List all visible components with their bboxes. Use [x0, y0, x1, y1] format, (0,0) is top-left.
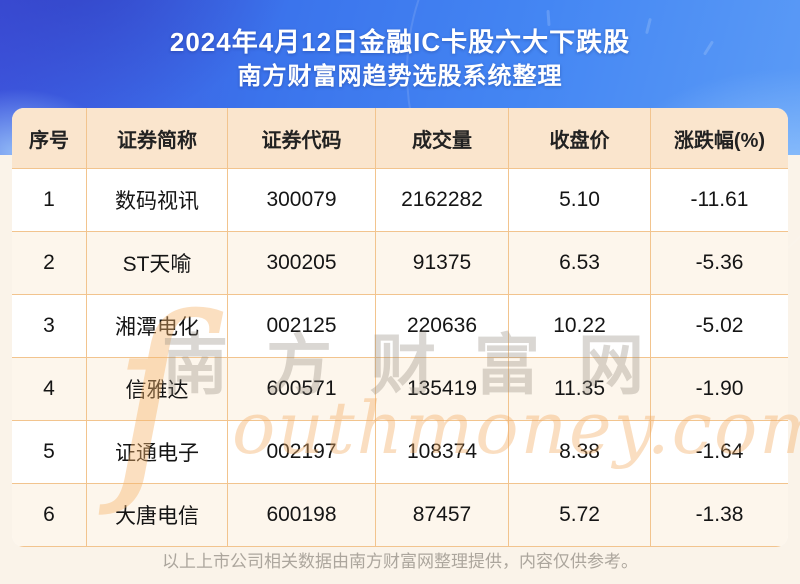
stock-table: 序号 证券简称 证券代码 成交量 收盘价 涨跌幅(%) 1 数码视讯 300079 216228… — [12, 108, 788, 547]
table-cell: 2 — [12, 231, 86, 294]
table-cell: 600198 — [227, 483, 375, 547]
table-row: 6 大唐电信 600198 87457 5.72 -1.38 — [12, 483, 788, 547]
table-cell: 2162282 — [375, 168, 508, 231]
table-cell: -5.02 — [650, 294, 788, 357]
table-cell: 1 — [12, 168, 86, 231]
table-cell: 5.72 — [508, 483, 650, 547]
table-cell: -1.64 — [650, 420, 788, 483]
table-row: 2 ST天喻 300205 91375 6.53 -5.36 — [12, 231, 788, 294]
stock-table-card: 序号 证券简称 证券代码 成交量 收盘价 涨跌幅(%) 1 数码视讯 300079 216228… — [12, 108, 788, 547]
table-cell: -1.38 — [650, 483, 788, 547]
column-header: 序号 — [12, 108, 86, 168]
table-cell: 300205 — [227, 231, 375, 294]
column-header: 证券简称 — [86, 108, 227, 168]
table-cell: 11.35 — [508, 357, 650, 420]
table-body: 1 数码视讯 300079 2162282 5.10 -11.61 2 ST天喻 300205 9… — [12, 168, 788, 547]
page-subtitle: 南方财富网趋势选股系统整理 — [237, 63, 563, 90]
table-row: 4 信雅达 600571 135419 11.35 -1.90 — [12, 357, 788, 420]
table-cell: 002125 — [227, 294, 375, 357]
column-header: 涨跌幅(%) — [650, 108, 788, 168]
table-cell: -1.90 — [650, 357, 788, 420]
table-cell: 220636 — [375, 294, 508, 357]
table-cell: 108374 — [375, 420, 508, 483]
table-cell: ST天喻 — [86, 231, 227, 294]
table-cell: 大唐电信 — [86, 483, 227, 547]
column-header: 成交量 — [375, 108, 508, 168]
table-cell: 信雅达 — [86, 357, 227, 420]
table-cell: 3 — [12, 294, 86, 357]
table-cell: -5.36 — [650, 231, 788, 294]
footer-disclaimer: 以上上市公司相关数据由南方财富网整理提供，内容仅供参考。 — [162, 552, 638, 571]
table-cell: 002197 — [227, 420, 375, 483]
table-cell: -11.61 — [650, 168, 788, 231]
table-cell: 4 — [12, 357, 86, 420]
table-cell: 6 — [12, 483, 86, 547]
table-cell: 300079 — [227, 168, 375, 231]
table-row: 3 湘潭电化 002125 220636 10.22 -5.02 — [12, 294, 788, 357]
table-cell: 湘潭电化 — [86, 294, 227, 357]
table-cell: 600571 — [227, 357, 375, 420]
table-cell: 91375 — [375, 231, 508, 294]
table-cell: 10.22 — [508, 294, 650, 357]
table-cell: 证通电子 — [86, 420, 227, 483]
table-cell: 数码视讯 — [86, 168, 227, 231]
table-cell: 5.10 — [508, 168, 650, 231]
page-title: 2024年4月12日金融IC卡股六大下跌股 — [169, 27, 631, 57]
table-row: 1 数码视讯 300079 2162282 5.10 -11.61 — [12, 168, 788, 231]
table-cell: 87457 — [375, 483, 508, 547]
table-cell: 5 — [12, 420, 86, 483]
column-header: 证券代码 — [227, 108, 375, 168]
table-cell: 8.38 — [508, 420, 650, 483]
column-header: 收盘价 — [508, 108, 650, 168]
table-cell: 6.53 — [508, 231, 650, 294]
table-cell: 135419 — [375, 357, 508, 420]
table-header-row: 序号 证券简称 证券代码 成交量 收盘价 涨跌幅(%) — [12, 108, 788, 168]
table-row: 5 证通电子 002197 108374 8.38 -1.64 — [12, 420, 788, 483]
